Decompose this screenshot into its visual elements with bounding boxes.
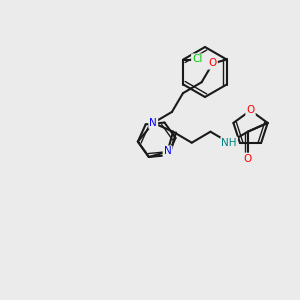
Text: N: N	[164, 146, 171, 157]
Text: O: O	[246, 106, 255, 116]
Text: O: O	[244, 154, 252, 164]
Text: NH: NH	[221, 138, 237, 148]
Text: N: N	[149, 118, 157, 128]
Text: Cl: Cl	[192, 55, 203, 64]
Text: O: O	[208, 58, 217, 68]
